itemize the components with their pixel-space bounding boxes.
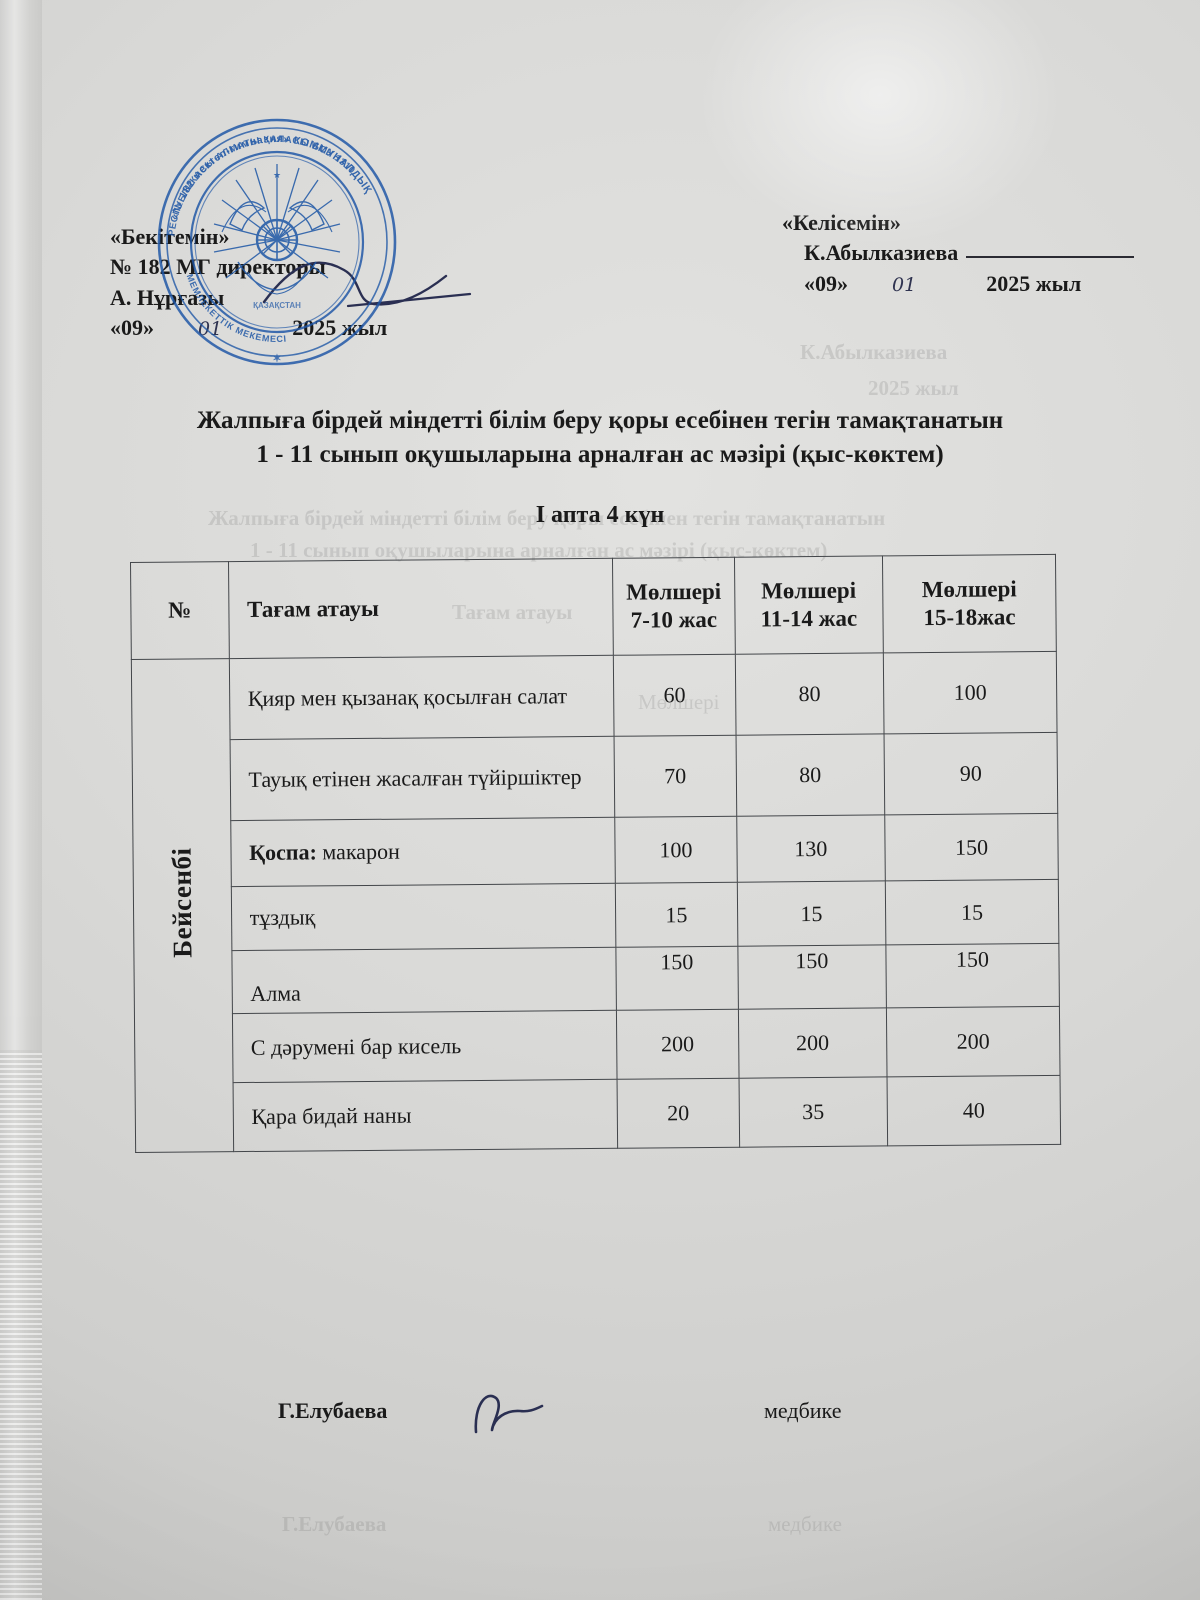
dish-name: Қияр мен қызанақ қосылған салат [228, 655, 615, 740]
dish-name: С дәрумені бар кисель [232, 1010, 618, 1083]
approval-right-year: 2025 жыл [986, 270, 1082, 296]
amount-7-10: 150 [615, 946, 739, 1011]
approval-block-right: «Келісемін» К.Абылказиева «09» 01 2025 жыл [782, 208, 1135, 299]
table-row: Тауық етінен жасалған түйіршіктер 70 80 … [132, 732, 1058, 821]
footer: Г.Елубаева медбике [0, 1394, 1200, 1458]
approval-right-name: К.Абылказиева [804, 240, 959, 266]
amount-11-14: 15 [737, 880, 886, 947]
approval-right-month-handwritten: 01 [892, 273, 917, 296]
amount-15-18: 15 [885, 879, 1059, 945]
page-title: Жалпыға бірдей міндетті білім беру қоры … [0, 404, 1200, 471]
table-row: Бейсенбі Қияр мен қызанақ қосылған салат… [131, 651, 1058, 1153]
header-amount-11-14-l1: Мөлшері [761, 577, 857, 604]
approval-right-date: «09» 01 2025 жыл [782, 269, 1134, 299]
menu-table: № Тағам атауы Мөлшері 7-10 жас Мөлшері 1… [130, 554, 1061, 1153]
header-amount-7-10-l2: 7-10 жас [630, 606, 718, 633]
header-amount-15-18: Мөлшері 15-18жас [882, 554, 1057, 653]
approval-left-month-handwritten: 01 [198, 318, 223, 341]
amount-15-18: 100 [883, 651, 1058, 734]
director-signature [262, 261, 472, 308]
approval-left-year: 2025 жыл [292, 315, 388, 341]
amount-11-14: 35 [738, 1076, 888, 1148]
amount-15-18: 40 [886, 1075, 1061, 1146]
header-amount-11-14: Мөлшері 11-14 жас [734, 555, 884, 655]
amount-11-14: 130 [736, 814, 886, 883]
amount-11-14: 80 [735, 652, 884, 736]
amount-11-14: 150 [737, 944, 887, 1010]
table-row: Қоспа: макарон 100 130 150 [133, 813, 1059, 887]
approval-right-day: «09» [804, 270, 848, 296]
dish-name: Қара бидай наны [232, 1079, 618, 1152]
amount-7-10: 100 [614, 816, 738, 884]
approval-right-signature-line [966, 242, 1135, 259]
amount-15-18: 90 [883, 732, 1058, 815]
dish-name: Алма [231, 947, 617, 1014]
amount-7-10: 15 [615, 882, 738, 948]
header-dish-name: Тағам атауы [228, 558, 614, 659]
dish-name-prefix: Қоспа: [249, 839, 317, 866]
dish-name: Қоспа: макарон [230, 817, 616, 887]
title-line-1: Жалпыға бірдей міндетті білім беру қоры … [196, 407, 1004, 434]
approval-left-date: «09» 01 2025 жыл [110, 313, 387, 343]
dish-name-rest: макарон [316, 838, 400, 865]
header-amount-11-14-l2: 11-14 жас [760, 605, 858, 632]
approval-right-name-row: К.Абылказиева [782, 238, 1135, 268]
amount-11-14: 200 [738, 1007, 887, 1079]
dish-name: Тауық етінен жасалған түйіршіктер [229, 736, 615, 821]
header-number: № [130, 561, 229, 660]
amount-15-18: 200 [886, 1006, 1061, 1077]
table-row: С дәрумені бар кисель 200 200 200 [134, 1006, 1061, 1083]
table-row: Қара бидай наны 20 35 40 [135, 1075, 1061, 1152]
approval-right-heading: «Келісемін» [782, 210, 901, 235]
dish-name: тұздық [230, 883, 616, 951]
approval-left-day: «09» [110, 315, 154, 341]
nurse-signature [474, 1394, 544, 1434]
footer-staff-role: медбике [764, 1398, 842, 1423]
day-label: Бейсенбі [166, 847, 198, 959]
header-amount-15-18-l2: 15-18жас [923, 604, 1016, 631]
table-header-row: № Тағам атауы Мөлшері 7-10 жас Мөлшері 1… [130, 554, 1057, 660]
amount-15-18: 150 [884, 813, 1059, 881]
amount-7-10: 60 [613, 654, 736, 737]
amount-15-18: 150 [885, 943, 1060, 1008]
table-row: Алма 150 150 150 [134, 943, 1060, 1014]
amount-11-14: 80 [735, 733, 885, 817]
footer-staff-name: Г.Елубаева [278, 1398, 388, 1423]
title-line-2: 1 - 11 сынып оқушыларына арналған ас мәз… [256, 440, 944, 468]
header-amount-7-10-l1: Мөлшері [626, 578, 722, 605]
day-label-cell: Бейсенбі [131, 658, 234, 1153]
amount-7-10: 70 [614, 735, 737, 818]
amount-7-10: 200 [616, 1009, 739, 1080]
header-amount-15-18-l1: Мөлшері [921, 576, 1017, 603]
week-label: I апта 4 күн [535, 502, 665, 528]
header-amount-7-10: Мөлшері 7-10 жас [612, 557, 736, 656]
amount-7-10: 20 [617, 1078, 740, 1149]
table-row: тұздық 15 15 15 [133, 879, 1059, 951]
paper-left-edge [0, 0, 42, 1600]
